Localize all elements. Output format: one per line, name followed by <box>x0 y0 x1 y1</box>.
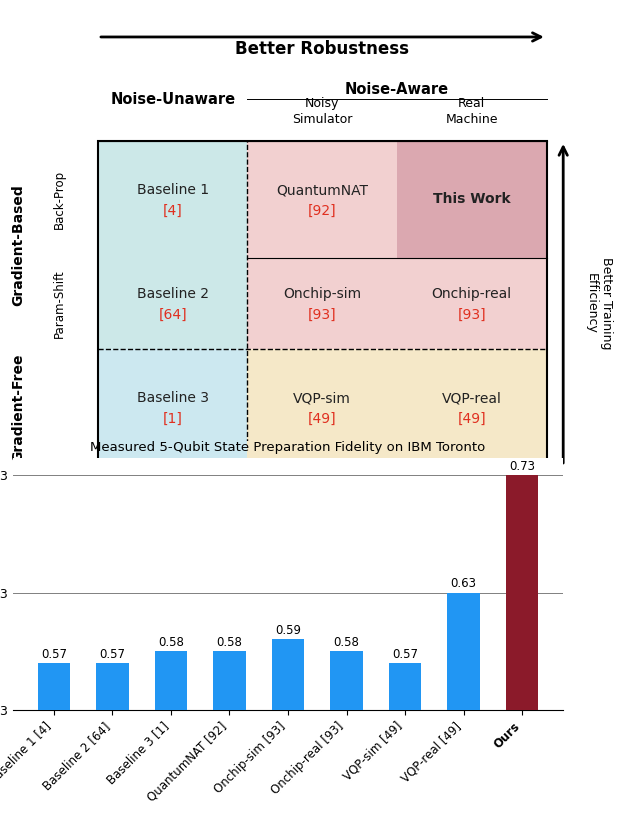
Bar <box>97 663 129 710</box>
Text: [93]: [93] <box>308 308 337 322</box>
Text: 0.57: 0.57 <box>99 648 125 661</box>
Bar <box>397 141 547 258</box>
Bar <box>397 349 547 466</box>
Text: Better Robustness: Better Robustness <box>236 41 410 59</box>
Text: Noise-Aware: Noise-Aware <box>345 82 449 96</box>
Text: 0.58: 0.58 <box>333 636 360 649</box>
Bar <box>98 349 248 466</box>
Bar <box>98 258 248 349</box>
Bar <box>213 651 246 710</box>
Text: [92]: [92] <box>308 204 337 218</box>
Bar <box>506 475 538 710</box>
Text: 0.57: 0.57 <box>41 648 67 661</box>
Bar <box>98 141 547 466</box>
Title: Measured 5-Qubit State Preparation Fidelity on IBM Toronto: Measured 5-Qubit State Preparation Fidel… <box>90 441 486 454</box>
Text: [1]: [1] <box>163 412 183 426</box>
Text: [49]: [49] <box>308 412 337 426</box>
Text: 0.57: 0.57 <box>392 648 418 661</box>
Text: [64]: [64] <box>159 308 187 322</box>
Bar <box>447 592 479 710</box>
Text: Baseline 1: Baseline 1 <box>137 184 209 197</box>
Text: This Work: This Work <box>433 193 511 206</box>
Text: 0.58: 0.58 <box>216 636 243 649</box>
Text: [4]: [4] <box>163 204 182 218</box>
Bar <box>248 258 397 349</box>
Text: [93]: [93] <box>458 308 486 322</box>
Text: Noise-Unaware: Noise-Unaware <box>110 92 236 107</box>
Text: Real
Machine: Real Machine <box>445 97 498 126</box>
Bar <box>155 651 187 710</box>
Text: Gradient-Based: Gradient-Based <box>12 184 26 306</box>
Text: Onchip-sim: Onchip-sim <box>283 287 361 301</box>
Bar <box>248 141 397 258</box>
Text: Param-Shift: Param-Shift <box>53 269 66 338</box>
Text: Noisy
Simulator: Noisy Simulator <box>292 97 353 126</box>
Text: Baseline 2: Baseline 2 <box>137 287 209 301</box>
Text: VQP-sim: VQP-sim <box>293 392 351 406</box>
Text: QuantumNAT: QuantumNAT <box>276 184 368 197</box>
Bar <box>272 640 304 710</box>
Text: 0.73: 0.73 <box>509 460 535 472</box>
Bar <box>248 349 397 466</box>
Text: VQP-real: VQP-real <box>442 392 502 406</box>
Text: 0.59: 0.59 <box>275 624 301 637</box>
Bar <box>397 258 547 349</box>
Text: Gradient-Free: Gradient-Free <box>12 353 26 462</box>
Bar <box>389 663 421 710</box>
Bar <box>330 651 363 710</box>
Bar <box>98 141 248 258</box>
Bar <box>38 663 70 710</box>
Text: 0.58: 0.58 <box>158 636 184 649</box>
Text: Onchip-real: Onchip-real <box>432 287 512 301</box>
Text: Back-Prop: Back-Prop <box>53 170 66 229</box>
Text: 0.63: 0.63 <box>451 577 477 590</box>
Text: [49]: [49] <box>458 412 486 426</box>
Text: Better Training
Efficiency: Better Training Efficiency <box>585 257 613 350</box>
Text: Baseline 3: Baseline 3 <box>137 392 209 406</box>
